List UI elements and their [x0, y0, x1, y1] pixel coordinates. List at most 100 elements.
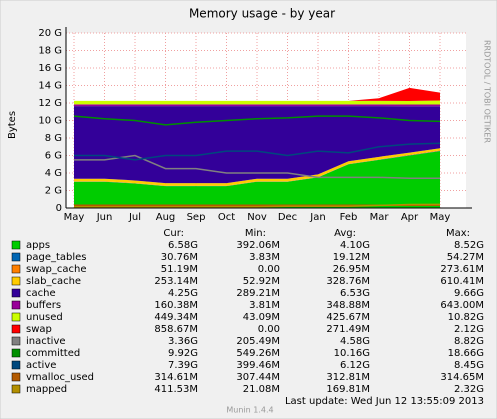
- legend-stat: 8.45G: [454, 360, 484, 371]
- legend-swatch: [11, 300, 21, 310]
- y-tick-label: 12 G: [38, 98, 62, 109]
- chart-title: Memory usage - by year: [189, 7, 335, 21]
- legend-swatch: [11, 240, 21, 250]
- x-tick-label: Oct: [218, 212, 235, 223]
- legend-name: page_tables: [26, 252, 87, 263]
- x-tick-label: Mar: [370, 212, 390, 223]
- y-tick-label: 20 G: [38, 28, 62, 39]
- legend-header: Max:: [446, 228, 470, 239]
- y-tick-label: 0: [56, 203, 62, 214]
- legend-stat: 271.49M: [326, 324, 370, 335]
- legend-name: swap_cache: [26, 264, 86, 275]
- watermark: RRDTOOL / TOBI OETIKER: [483, 40, 492, 143]
- legend-stat: 411.53M: [154, 384, 198, 395]
- legend-stat: 4.58G: [340, 336, 370, 347]
- legend-swatch: [11, 384, 21, 394]
- legend-header: Cur:: [163, 228, 184, 239]
- x-tick-label: Jun: [96, 212, 113, 223]
- legend-stat: 18.66G: [448, 348, 484, 359]
- legend-stat: 392.06M: [236, 240, 280, 251]
- last-update: Last update: Wed Jun 12 13:55:09 2013: [285, 396, 484, 407]
- legend-stat: 54.27M: [447, 252, 484, 263]
- legend-stat: 43.09M: [243, 312, 280, 323]
- legend-stat: 30.76M: [161, 252, 198, 263]
- legend-name: mapped: [26, 384, 67, 395]
- line: [73, 115, 441, 126]
- legend-stat: 289.21M: [236, 288, 280, 299]
- y-tick-label: 2 G: [45, 186, 62, 197]
- legend-name: unused: [26, 312, 63, 323]
- legend-stat: 8.82G: [454, 336, 484, 347]
- legend-stat: 2.32G: [454, 384, 484, 395]
- legend-header: Avg:: [334, 228, 356, 239]
- x-tick-label: Jul: [128, 212, 141, 223]
- legend-swatch: [11, 276, 21, 286]
- legend-stat: 610.41M: [440, 276, 484, 287]
- area: [74, 87, 440, 101]
- line: [74, 142, 441, 161]
- legend-name: vmalloc_used: [26, 372, 94, 383]
- legend-swatch: [11, 252, 21, 262]
- y-tick-label: 18 G: [38, 46, 62, 57]
- legend-stat: 4.25G: [168, 288, 198, 299]
- legend-stat: 3.36G: [168, 336, 198, 347]
- legend-stat: 169.81M: [326, 384, 370, 395]
- legend-name: buffers: [26, 300, 61, 311]
- legend-stat: 7.39G: [168, 360, 198, 371]
- x-tick-label: Aug: [156, 212, 176, 223]
- legend-stat: 253.14M: [154, 276, 198, 287]
- y-tick-label: 4 G: [45, 168, 62, 179]
- y-tick-label: 10 G: [38, 116, 62, 127]
- legend-stat: 3.83M: [249, 252, 280, 263]
- legend-stat: 6.53G: [340, 288, 370, 299]
- legend-swatch: [11, 288, 21, 298]
- legend-swatch: [11, 348, 21, 358]
- legend-name: slab_cache: [26, 276, 81, 287]
- legend-name: cache: [26, 288, 56, 299]
- x-tick-label: Feb: [340, 212, 358, 223]
- version: Munin 1.4.4: [226, 406, 273, 415]
- legend-stat: 9.66G: [454, 288, 484, 299]
- x-tick-label: Apr: [401, 212, 419, 223]
- legend-stat: 348.88M: [326, 300, 370, 311]
- x-tick-label: May: [430, 212, 451, 223]
- x-tick-label: Dec: [278, 212, 297, 223]
- legend-stat: 160.38M: [154, 300, 198, 311]
- legend-stat: 0.00: [258, 264, 280, 275]
- legend-stat: 0.00: [258, 324, 280, 335]
- legend-stat: 10.16G: [334, 348, 370, 359]
- area: [74, 100, 440, 105]
- legend-stat: 328.76M: [326, 276, 370, 287]
- legend-stat: 6.12G: [340, 360, 370, 371]
- x-tick-label: May: [64, 212, 85, 223]
- line: [74, 154, 440, 179]
- legend-stat: 10.82G: [448, 312, 484, 323]
- legend-stat: 3.81M: [249, 300, 280, 311]
- legend-stat: 6.58G: [168, 240, 198, 251]
- legend-stat: 312.81M: [326, 372, 370, 383]
- y-tick-label: 6 G: [45, 151, 62, 162]
- legend-name: inactive: [26, 336, 66, 347]
- legend-stat: 549.26M: [236, 348, 280, 359]
- area: [74, 104, 440, 107]
- legend-stat: 21.08M: [243, 384, 280, 395]
- legend-stat: 9.92G: [168, 348, 198, 359]
- legend-stat: 26.95M: [333, 264, 370, 275]
- legend-swatch: [11, 324, 21, 334]
- layer: May Jun Jul Aug Sep Oct Nov Dec Jan Feb Mar Apr May0…: [11, 27, 484, 395]
- legend-stat: 858.67M: [154, 324, 198, 335]
- legend-stat: 425.67M: [326, 312, 370, 323]
- legend-swatch: [11, 264, 21, 274]
- legend-stat: 4.10G: [340, 240, 370, 251]
- legend-stat: 307.44M: [236, 372, 280, 383]
- legend-stat: 399.46M: [236, 360, 280, 371]
- legend-stat: 314.61M: [154, 372, 198, 383]
- legend-name: active: [26, 360, 56, 371]
- y-axis-label: Bytes: [7, 111, 18, 139]
- line: [74, 203, 441, 208]
- x-tick-label: Jan: [309, 212, 325, 223]
- legend-stat: 52.92M: [243, 276, 280, 287]
- legend-name: committed: [26, 348, 80, 359]
